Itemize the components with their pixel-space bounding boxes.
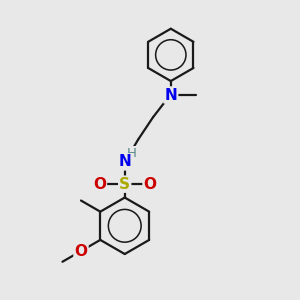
Text: S: S xyxy=(119,177,130,192)
Text: N: N xyxy=(118,154,131,169)
Text: O: O xyxy=(74,244,88,259)
Text: O: O xyxy=(93,177,106,192)
Text: N: N xyxy=(164,88,177,103)
Text: H: H xyxy=(126,147,136,160)
Text: O: O xyxy=(143,177,157,192)
